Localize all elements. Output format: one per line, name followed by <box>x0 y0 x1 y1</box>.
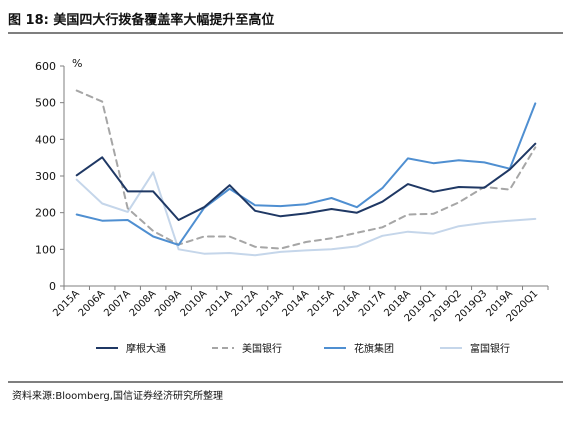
legend-label: 富国银行 <box>470 342 510 355</box>
x-tick-label: 2007A <box>102 288 133 319</box>
legend-label: 花旗集团 <box>354 342 394 355</box>
source-note: 资料来源:Bloomberg,国信证券经济研究所整理 <box>12 391 223 402</box>
x-tick-label: 2006A <box>77 288 108 319</box>
x-tick-label: 2013A <box>255 288 286 319</box>
x-tick-label: 2014A <box>281 288 312 319</box>
y-axis-ticks: 0 100 200 300 400 500 600 <box>35 60 64 293</box>
x-tick-label: 2011A <box>204 288 235 319</box>
y-tick-label: 0 <box>49 280 56 293</box>
y-tick-label: 600 <box>35 60 56 73</box>
series-line-3 <box>75 171 537 257</box>
figure-title: 图 18: 美国四大行拨备覆盖率大幅提升至高位 <box>8 13 275 28</box>
y-axis-label: % <box>72 57 82 70</box>
legend-label: 摩根大通 <box>126 342 166 355</box>
x-tick-label: 2012A <box>230 288 261 319</box>
x-tick-label: 2017A <box>357 288 388 319</box>
x-axis-ticks: 2015A 2006A2007A2008A2009A2010A2011A2012A… <box>51 286 549 324</box>
legend-label: 美国银行 <box>242 342 282 355</box>
chart-axes <box>63 66 548 287</box>
y-tick-label: 100 <box>35 243 56 256</box>
chart-series <box>75 89 537 257</box>
x-tick-label: 2009A <box>153 288 184 319</box>
series-line-1 <box>75 89 537 250</box>
series-line-0 <box>75 142 537 221</box>
x-tick-label: 2016A <box>331 288 362 319</box>
y-tick-label: 400 <box>35 133 56 146</box>
footer-divider <box>8 381 563 383</box>
x-tick-label: 2010A <box>179 288 210 319</box>
y-tick-label: 300 <box>35 170 56 183</box>
y-tick-label: 200 <box>35 207 56 220</box>
x-tick-label: 2015A <box>306 288 337 319</box>
x-tick-label: 2008A <box>128 288 159 319</box>
chart-legend: 摩根大通 美国银行 花旗集团 富国银行 <box>96 342 510 355</box>
series-line-2 <box>75 102 537 246</box>
title-divider <box>8 32 563 34</box>
y-tick-label: 500 <box>35 97 56 110</box>
line-chart: 0 100 200 300 400 500 600 2015A 2006A2007A2008A… <box>35 57 549 355</box>
